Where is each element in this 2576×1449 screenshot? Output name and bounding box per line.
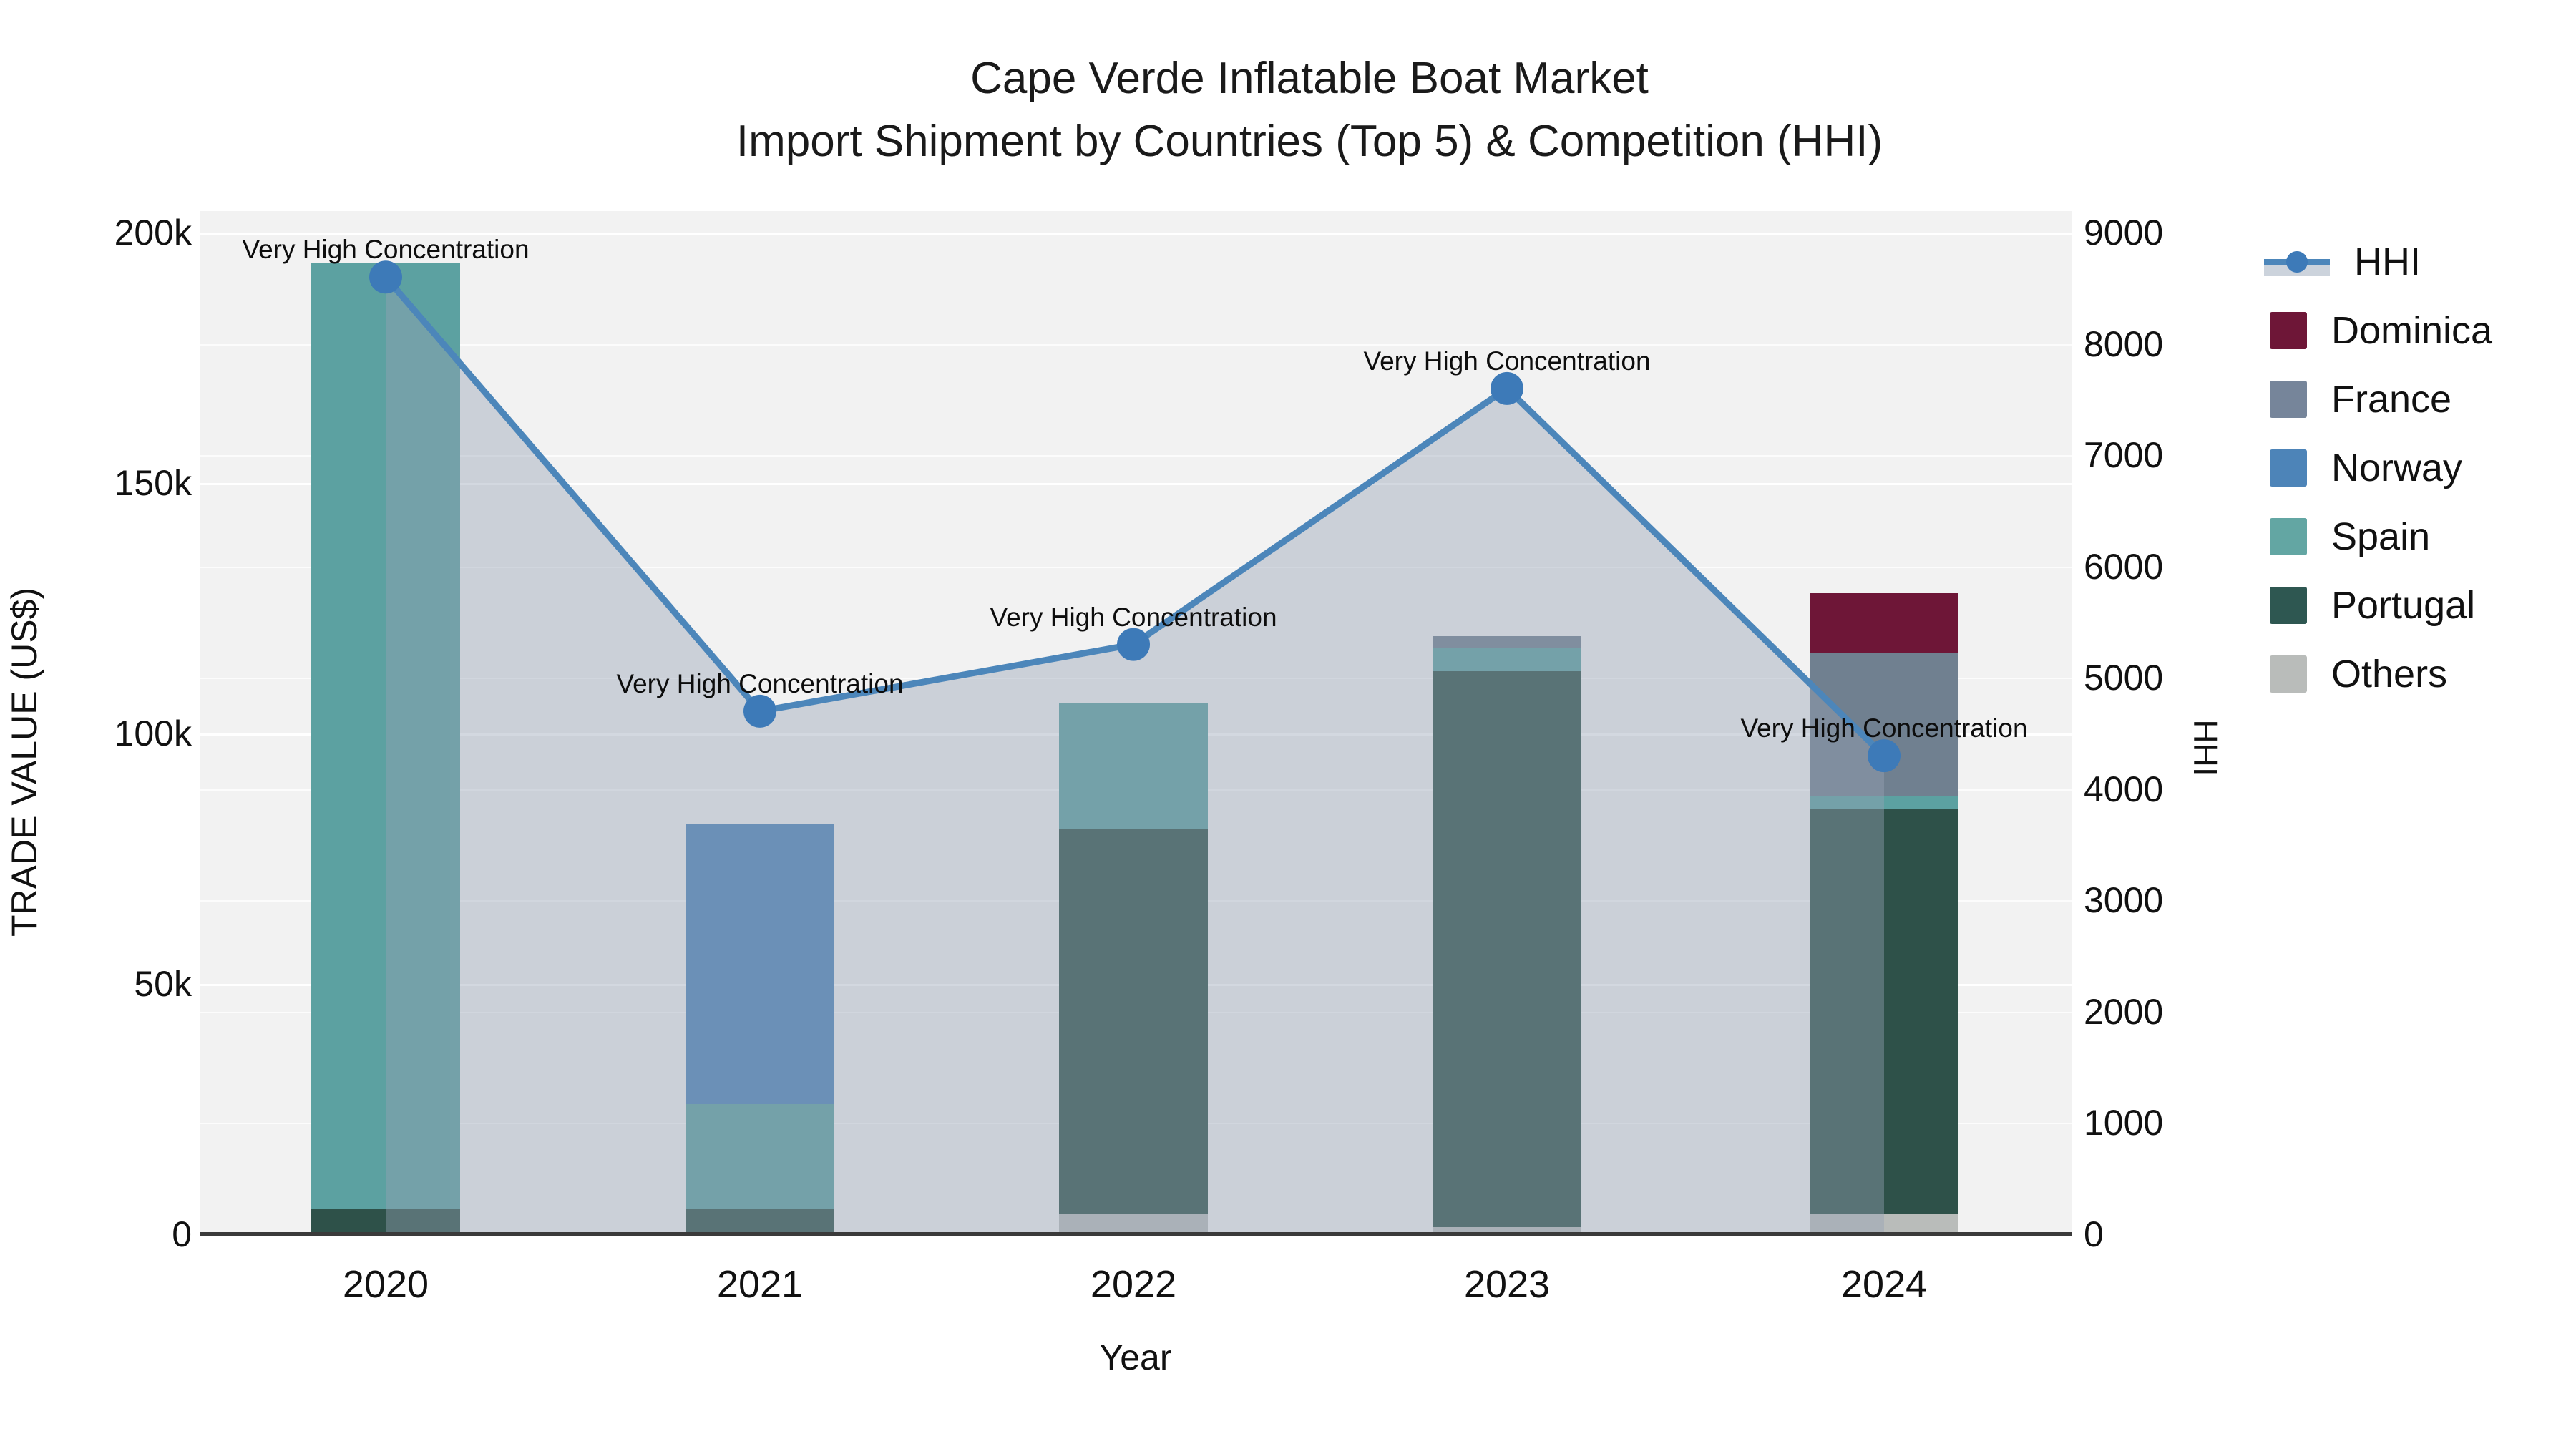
legend-item-norway[interactable]: Norway xyxy=(2261,434,2462,502)
gridline-right-axis xyxy=(200,678,2072,680)
y-axis-right-title: HHI xyxy=(2187,719,2224,776)
y-right-tick-label: 3000 xyxy=(2084,880,2164,921)
legend-label: HHI xyxy=(2354,240,2421,283)
y-right-tick-label: 8000 xyxy=(2084,323,2164,364)
y-right-tick-label: 4000 xyxy=(2084,769,2164,809)
legend-swatch-icon xyxy=(2270,312,2307,349)
hhi-area-fill xyxy=(386,277,1884,1234)
y-right-tick-label: 9000 xyxy=(2084,213,2164,253)
gridline-right-axis xyxy=(200,455,2072,457)
legend-item-hhi[interactable]: HHI xyxy=(2261,228,2421,296)
bar-segment-others-2023[interactable] xyxy=(1433,1226,1581,1234)
y-right-tick-label: 5000 xyxy=(2084,658,2164,698)
legend-label: Others xyxy=(2331,653,2448,696)
y-left-tick-label: 150k xyxy=(114,463,192,503)
y-left-tick-label: 100k xyxy=(114,713,192,753)
legend-item-others[interactable]: Others xyxy=(2261,640,2447,708)
y-right-tick-label: 6000 xyxy=(2084,546,2164,587)
bar-segment-spain-2024[interactable] xyxy=(1810,796,1958,809)
hhi-marker-2023[interactable] xyxy=(1491,371,1523,405)
legend-item-dominica[interactable]: Dominica xyxy=(2261,296,2492,365)
bar-segment-portugal-2021[interactable] xyxy=(686,1209,834,1234)
y-right-tick-label: 7000 xyxy=(2084,435,2164,476)
hhi-line-layer xyxy=(369,260,1901,1234)
gridline-left-axis xyxy=(200,233,2072,235)
legend-swatch-icon xyxy=(2270,518,2307,555)
legend-swatch-icon xyxy=(2270,655,2307,693)
legend-item-spain[interactable]: Spain xyxy=(2261,502,2430,571)
legend-label: Spain xyxy=(2331,515,2431,558)
chart-title-line1: Cape Verde Inflatable Boat Market xyxy=(970,54,1649,103)
y-right-tick-label: 1000 xyxy=(2084,1103,2164,1143)
x-tick-label-2020: 2020 xyxy=(342,1263,429,1306)
legend-label: France xyxy=(2331,378,2452,421)
hhi-legend-sample-icon xyxy=(2264,243,2330,280)
legend-item-france[interactable]: France xyxy=(2261,365,2451,434)
annotation-2024: Very High Concentration xyxy=(1740,713,2028,743)
x-tick-label-2021: 2021 xyxy=(716,1263,804,1306)
bar-segment-spain-2020[interactable] xyxy=(311,263,460,1209)
y-axis-left-title: TRADE VALUE (US$) xyxy=(4,587,44,937)
bar-segment-france-2023[interactable] xyxy=(1433,635,1581,648)
x-axis-title: Year xyxy=(1099,1337,1172,1377)
gridline-right-axis xyxy=(200,566,2072,568)
chart-title-line2: Import Shipment by Countries (Top 5) & C… xyxy=(736,117,1883,166)
annotation-2022: Very High Concentration xyxy=(990,602,1277,632)
gridline-right-axis xyxy=(200,343,2072,346)
hhi-marker-2020[interactable] xyxy=(369,260,402,294)
gridline-left-axis xyxy=(200,483,2072,485)
bar-segment-portugal-2020[interactable] xyxy=(311,1209,460,1234)
bar-segment-portugal-2024[interactable] xyxy=(1810,809,1958,1214)
y-right-tick-label: 2000 xyxy=(2084,991,2164,1032)
hhi-marker-2022[interactable] xyxy=(1117,628,1150,661)
legend-swatch-icon xyxy=(2270,381,2307,418)
hhi-marker-2024[interactable] xyxy=(1868,739,1901,773)
annotation-2023: Very High Concentration xyxy=(1363,346,1651,376)
annotation-2020: Very High Concentration xyxy=(242,235,530,265)
bar-segment-spain-2023[interactable] xyxy=(1433,648,1581,671)
bar-segment-portugal-2023[interactable] xyxy=(1433,670,1581,1227)
legend-swatch-icon xyxy=(2270,587,2307,624)
bar-segment-portugal-2022[interactable] xyxy=(1059,829,1208,1214)
bar-segment-others-2022[interactable] xyxy=(1059,1214,1208,1234)
y-left-tick-label: 0 xyxy=(172,1214,192,1254)
bar-segment-dominica-2024[interactable] xyxy=(1810,593,1958,653)
legend-label: Norway xyxy=(2331,447,2463,489)
bar-segment-spain-2022[interactable] xyxy=(1059,703,1208,829)
annotation-2021: Very High Concentration xyxy=(616,668,904,698)
bar-segment-spain-2021[interactable] xyxy=(686,1104,834,1209)
y-right-tick-label: 0 xyxy=(2084,1214,2104,1254)
y-left-tick-label: 50k xyxy=(134,964,192,1004)
legend-label: Portugal xyxy=(2331,584,2476,627)
bar-segment-france-2024[interactable] xyxy=(1810,653,1958,796)
hhi-marker-2021[interactable] xyxy=(743,694,776,728)
x-tick-label-2022: 2022 xyxy=(1090,1263,1177,1306)
legend-swatch-icon xyxy=(2270,449,2307,487)
y-left-tick-label: 200k xyxy=(114,213,192,253)
x-tick-label-2023: 2023 xyxy=(1463,1263,1551,1306)
x-axis-line xyxy=(200,1232,2072,1236)
bar-segment-norway-2021[interactable] xyxy=(686,824,834,1104)
legend-label: Dominica xyxy=(2331,309,2493,352)
legend-item-portugal[interactable]: Portugal xyxy=(2261,571,2475,640)
bar-segment-others-2024[interactable] xyxy=(1810,1214,1958,1234)
x-tick-label-2024: 2024 xyxy=(1840,1263,1928,1306)
